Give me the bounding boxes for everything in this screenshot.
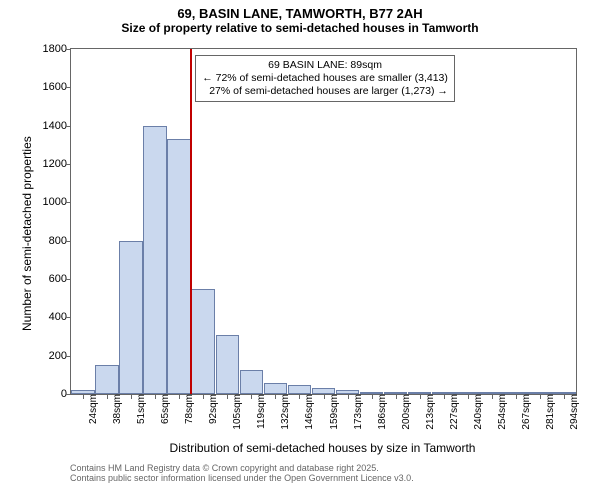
x-tick-label: 65sqm [158,394,171,424]
marker-line [190,49,192,394]
histogram-bar [216,335,240,394]
histogram-bar [95,365,119,394]
x-tick-label: 38sqm [110,394,123,424]
x-tick-label: 213sqm [423,394,436,430]
x-tick-label: 119sqm [254,394,267,429]
x-tick-label: 146sqm [302,394,315,430]
x-axis-title: Distribution of semi-detached houses by … [70,441,575,455]
x-tick-label: 200sqm [399,394,412,430]
histogram-bar [119,241,143,394]
attribution: Contains HM Land Registry data © Crown c… [70,463,414,483]
x-tick-label: 51sqm [134,394,147,424]
annotation-line1: 69 BASIN LANE: 89sqm [202,59,448,72]
x-tick-label: 267sqm [519,394,532,430]
x-tick-label: 227sqm [447,394,460,430]
x-tick-label: 254sqm [495,394,508,430]
x-tick-label: 105sqm [230,394,243,430]
attribution-line1: Contains HM Land Registry data © Crown c… [70,463,414,473]
histogram-bar [240,370,264,394]
figure: { "title_line1": "69, BASIN LANE, TAMWOR… [0,0,600,500]
x-tick-label: 186sqm [375,394,388,430]
chart-subtitle: Size of property relative to semi-detach… [0,21,600,37]
histogram-bar [288,385,312,394]
annotation-line2: ← 72% of semi-detached houses are smalle… [202,72,448,85]
attribution-line2: Contains public sector information licen… [70,473,414,483]
histogram-bar [143,126,167,394]
x-tick-label: 78sqm [182,394,195,424]
x-tick-label: 132sqm [278,394,291,430]
x-tick-label: 92sqm [206,394,219,424]
annotation-line3: 27% of semi-detached houses are larger (… [202,85,448,98]
y-axis-title: Number of semi-detached properties [20,136,34,331]
x-tick-label: 240sqm [471,394,484,430]
x-tick-label: 281sqm [543,394,556,430]
annotation-box: 69 BASIN LANE: 89sqm← 72% of semi-detach… [195,55,455,102]
x-tick-label: 294sqm [567,394,580,430]
plot-area: 02004006008001000120014001600180024sqm38… [70,48,577,395]
histogram-bar [191,289,215,394]
x-tick-label: 159sqm [327,394,340,430]
x-tick-label: 173sqm [351,394,364,430]
histogram-bar [264,383,288,394]
histogram-bar [167,139,191,394]
x-tick-label: 24sqm [86,394,99,424]
chart-title: 69, BASIN LANE, TAMWORTH, B77 2AH [0,0,600,21]
